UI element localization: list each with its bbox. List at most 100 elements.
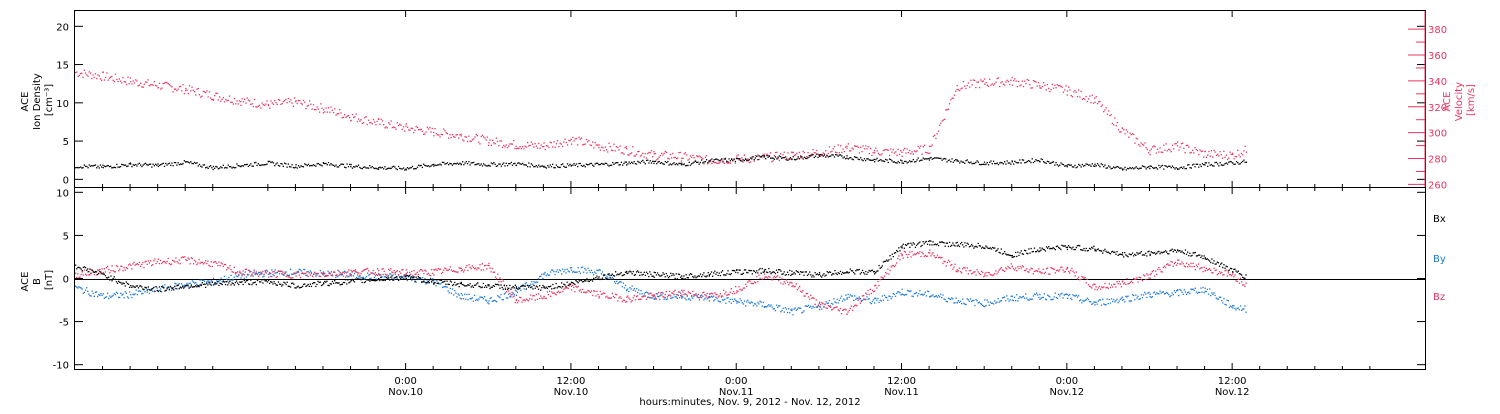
data-point-bz <box>1112 286 1113 287</box>
data-point-bz <box>1120 284 1121 285</box>
data-point-ion-density <box>131 166 132 167</box>
data-point-ion-density <box>163 163 164 164</box>
data-point-ion-density <box>393 166 394 167</box>
data-point-by <box>1140 298 1141 299</box>
data-point-bx <box>551 288 552 289</box>
data-point-by <box>802 312 803 313</box>
data-point-bz <box>1055 272 1056 273</box>
data-point-velocity <box>332 110 333 111</box>
velocity-tick-label: 300 <box>1428 129 1447 140</box>
data-point-ion-density <box>926 158 927 159</box>
data-point-velocity <box>817 154 818 155</box>
data-point-velocity <box>958 89 959 90</box>
data-point-velocity <box>954 95 955 96</box>
data-point-bz <box>999 270 1000 271</box>
data-point-velocity <box>1118 129 1119 130</box>
data-point-by <box>1114 301 1115 302</box>
data-point-ion-density <box>566 167 567 168</box>
data-point-ion-density <box>348 166 349 167</box>
data-point-ion-density <box>890 159 891 160</box>
data-point-bz <box>560 292 561 293</box>
data-point-by <box>1049 296 1050 297</box>
data-point-bz <box>1191 266 1192 267</box>
data-point-bx <box>586 278 587 279</box>
data-point-velocity <box>1208 151 1209 152</box>
data-point-by <box>179 283 180 284</box>
data-point-ion-density <box>1138 168 1139 169</box>
data-point-by <box>1004 296 1005 297</box>
data-point-by <box>677 298 678 299</box>
data-point-bz <box>744 287 745 288</box>
data-point-velocity <box>962 87 963 88</box>
data-point-ion-density <box>844 156 845 157</box>
data-point-by <box>520 290 521 291</box>
data-point-velocity <box>571 139 572 140</box>
data-point-bz <box>204 262 205 263</box>
data-point-ion-density <box>173 165 174 166</box>
data-point-ion-density <box>666 162 667 163</box>
data-point-velocity <box>874 150 875 151</box>
data-point-bz <box>1205 270 1206 271</box>
data-point-ion-density <box>860 157 861 158</box>
data-point-bz <box>1047 267 1048 268</box>
data-point-by <box>467 299 468 300</box>
data-point-ion-density <box>858 159 859 160</box>
data-point-ion-density <box>213 166 214 167</box>
data-point-bz <box>654 294 655 295</box>
data-point-bx <box>626 271 627 272</box>
data-point-velocity <box>607 151 608 152</box>
data-point-bx <box>565 286 566 287</box>
data-point-ion-density <box>1228 162 1229 163</box>
data-point-velocity <box>110 77 111 78</box>
data-point-bz <box>1180 263 1181 264</box>
data-point-by <box>144 291 145 292</box>
data-point-velocity <box>684 153 685 154</box>
data-point-velocity <box>345 117 346 118</box>
data-point-velocity <box>369 122 370 123</box>
data-point-bz <box>946 265 947 266</box>
data-point-bz <box>262 271 263 272</box>
data-point-bx <box>472 285 473 286</box>
data-point-bz <box>1204 267 1205 268</box>
data-point-ion-density <box>1201 166 1202 167</box>
data-point-ion-density <box>701 159 702 160</box>
data-point-by <box>957 302 958 303</box>
data-point-by <box>484 296 485 297</box>
data-point-bz <box>640 299 641 300</box>
data-point-velocity <box>677 158 678 159</box>
data-point-bx <box>529 285 530 286</box>
data-point-by <box>1006 295 1007 296</box>
data-point-velocity <box>1207 155 1208 156</box>
data-point-bz <box>647 297 648 298</box>
data-point-ion-density <box>534 166 535 167</box>
data-point-bz <box>857 300 858 301</box>
data-point-velocity <box>909 150 910 151</box>
data-point-velocity <box>812 149 813 150</box>
data-point-bx <box>488 285 489 286</box>
data-point-velocity <box>933 136 934 137</box>
data-point-by <box>791 308 792 309</box>
data-point-bx <box>606 278 607 279</box>
data-point-velocity <box>934 135 935 136</box>
data-point-bz <box>1231 275 1232 276</box>
data-point-bx <box>308 284 309 285</box>
data-point-bz <box>1241 281 1242 282</box>
data-point-ion-density <box>774 159 775 160</box>
data-point-ion-density <box>206 167 207 168</box>
data-point-bz <box>1119 281 1120 282</box>
data-point-velocity <box>338 113 339 114</box>
data-point-ion-density <box>395 168 396 169</box>
data-point-bz <box>898 255 899 256</box>
data-point-ion-density <box>101 166 102 167</box>
data-point-bz <box>228 268 229 269</box>
data-point-bx <box>745 269 746 270</box>
data-point-bz <box>122 270 123 271</box>
data-point-ion-density <box>1246 162 1247 163</box>
data-point-velocity <box>558 146 559 147</box>
data-point-velocity <box>478 142 479 143</box>
data-point-ion-density <box>224 167 225 168</box>
data-point-velocity <box>109 78 110 79</box>
data-point-bz <box>1006 268 1007 269</box>
data-point-ion-density <box>881 160 882 161</box>
data-point-ion-density <box>1180 167 1181 168</box>
